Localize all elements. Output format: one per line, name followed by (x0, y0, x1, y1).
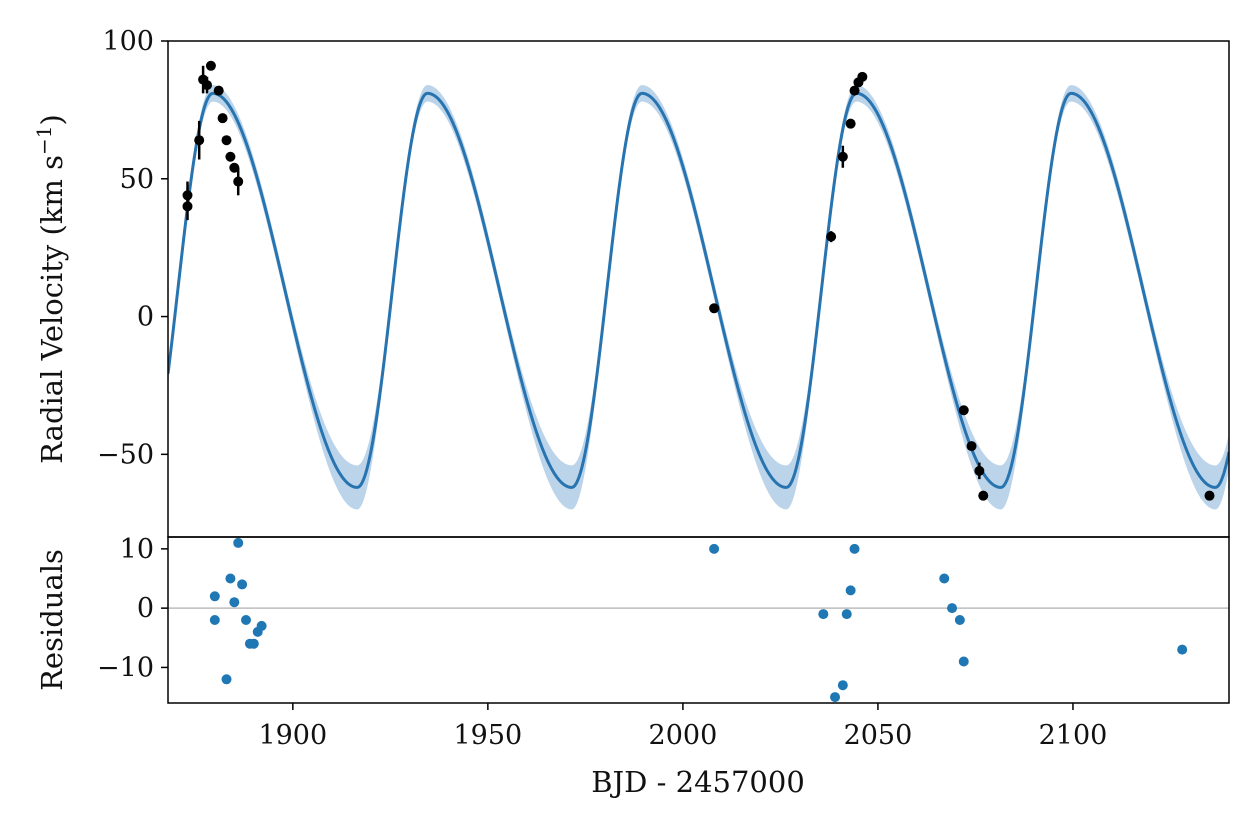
residual-point (241, 615, 252, 625)
rv-data-point (709, 303, 720, 314)
rv-data-points (182, 60, 1215, 501)
rv-data-point (966, 441, 977, 452)
rv-data-point (958, 405, 969, 416)
x-tick-label: 1950 (454, 720, 523, 751)
rv-data-point (978, 490, 989, 501)
rv-data-point (849, 85, 860, 96)
rv-data-point (213, 85, 224, 96)
residual-point (248, 638, 259, 649)
residual-point (209, 591, 220, 602)
residual-point (958, 656, 969, 667)
rv-y-axis-title-text: Radial Velocity (km s (35, 155, 69, 464)
rv-y-axis-title-exponent: −1 (32, 125, 56, 154)
residual-point (830, 692, 841, 703)
residuals-panel-frame (167, 536, 1230, 704)
rv-y-tick-label: 50 (120, 164, 154, 195)
rv-panel: 100 50 0 −50 Radial Velocity (km s−1) (32, 26, 1230, 538)
x-tick-label: 2050 (844, 720, 913, 751)
residual-point (947, 603, 958, 614)
rv-y-axis-title-close: ) (35, 114, 69, 125)
rv-data-point (182, 201, 193, 212)
residual-point (229, 597, 240, 608)
rv-data-point (202, 80, 213, 91)
rv-model-curve (168, 91, 1229, 489)
rv-data-point (194, 135, 205, 146)
rv-data-point (233, 176, 244, 187)
rv-data-point (845, 118, 856, 129)
residual-point (209, 615, 220, 625)
residual-point (837, 680, 848, 691)
residuals-y-axis: 10 0 −10 (97, 534, 168, 683)
rv-data-point (205, 60, 216, 71)
x-tick-label: 2000 (649, 720, 718, 751)
residual-point (841, 609, 852, 620)
residuals-panel: 10 0 −10 1900 1950 2000 2050 2100 Residuals BJ… (35, 534, 1230, 799)
residual-point (221, 674, 232, 685)
rv-data-point (974, 465, 985, 476)
residual-point (233, 537, 244, 548)
x-axis-title: BJD - 2457000 (591, 765, 805, 799)
x-tick-label: 2100 (1039, 720, 1108, 751)
rv-y-tick-label: 0 (137, 302, 154, 333)
x-tick-label: 1900 (258, 720, 327, 751)
residual-point (709, 543, 720, 554)
residual-points (209, 537, 1188, 703)
rv-data-point (229, 162, 240, 173)
rv-data-point (837, 151, 848, 162)
rv-data-point (1204, 490, 1215, 501)
residuals-y-axis-title: Residuals (35, 549, 69, 691)
rv-y-tick-label: −50 (97, 439, 154, 470)
rv-data-point (857, 71, 868, 82)
rv-y-tick-label: 100 (102, 26, 154, 57)
residual-point (849, 543, 860, 554)
rv-y-axis-title: Radial Velocity (km s−1) (32, 114, 69, 464)
residual-point (237, 579, 248, 590)
residual-point (939, 573, 950, 584)
residual-point (845, 585, 856, 596)
residual-point (818, 609, 829, 620)
rv-y-axis: 100 50 0 −50 (97, 26, 168, 470)
residuals-y-tick-label: −10 (97, 652, 154, 683)
residuals-y-tick-label: 10 (120, 534, 154, 565)
residual-point (1177, 644, 1188, 655)
rv-data-point (225, 151, 236, 162)
residual-point (954, 615, 965, 625)
rv-data-point (217, 113, 228, 124)
rv-data-point (221, 135, 232, 146)
residual-point (225, 573, 236, 584)
residual-point (256, 620, 267, 631)
x-axis: 1900 1950 2000 2050 2100 (258, 703, 1107, 751)
residuals-y-tick-label: 0 (137, 593, 154, 624)
rv-data-point (826, 231, 837, 242)
